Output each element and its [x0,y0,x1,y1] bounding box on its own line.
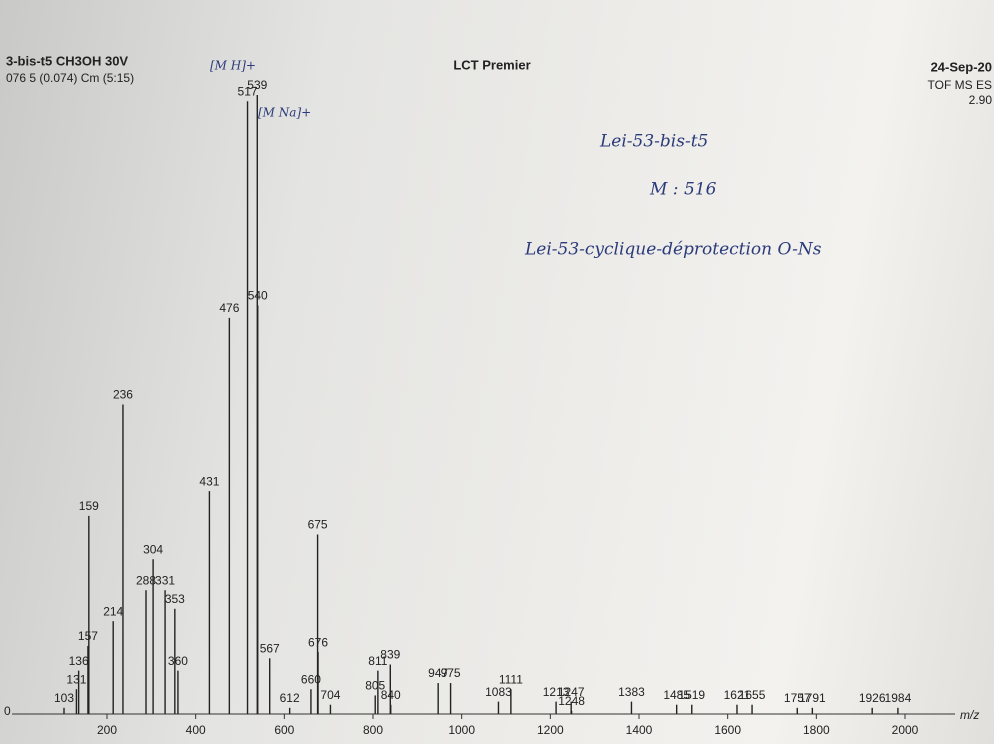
peak-label: 539 [247,78,267,92]
peak-label: 811 [368,654,387,668]
note-description: Lei-53-cyclique-déprotection O-Ns [524,240,822,260]
peak-label: 805 [365,679,385,693]
peak-label: 1791 [799,691,826,705]
peak-label: 1383 [618,685,645,699]
annotation-mh: [M H]+ [210,59,256,73]
peak-label: 675 [308,518,328,532]
peak-label: 975 [441,666,461,680]
peak-label: 131 [66,672,86,686]
peak-label: 1519 [678,688,705,702]
peak-label: 1111 [499,672,523,686]
note-sample: Lei-53-bis-t5 [599,132,708,152]
peak-label: 839 [380,648,400,662]
peak-label: 360 [168,654,188,668]
x-tick-label: 1400 [626,723,653,737]
x-tick-label: 1000 [448,723,475,737]
note-mass: M : 516 [649,180,717,200]
date: 24-Sep-20 [931,59,992,74]
peak-label: 1655 [739,688,766,702]
x-axis-label: m/z [960,708,979,722]
x-tick-label: 2000 [892,723,919,737]
x-tick-label: 400 [186,723,206,737]
instrument: LCT Premier [453,57,530,72]
peak-label: 236 [113,388,133,402]
y-tick-label: 0 [4,704,11,718]
annotation-mna: [M Na]+ [258,106,311,120]
x-tick-label: 1200 [537,723,564,737]
peak-label: 660 [301,672,321,686]
scan-info: 076 5 (0.074) Cm (5:15) [6,71,134,85]
peak-label: 331 [155,573,175,587]
peak-label: 304 [143,542,163,556]
peak-label: 676 [308,635,328,649]
peak-label: 840 [381,688,401,702]
peak-label: 517 [238,84,258,98]
peak-label: 1757 [784,691,811,705]
peak-label: 431 [199,474,219,488]
peak-label: 136 [69,654,89,668]
peak-label: 567 [260,641,280,655]
x-tick-label: 800 [363,723,383,737]
peak-label: 1248 [558,694,585,708]
x-tick-label: 200 [97,723,117,737]
peak-label: 704 [320,688,340,702]
x-tick-label: 1800 [803,723,830,737]
peak-label: 159 [79,499,99,513]
intensity-note: 2.90 [969,93,993,107]
peak-label: 353 [165,592,185,606]
peak-label: 1485 [663,688,690,702]
peak-label: 540 [248,289,268,303]
peak-label: 1247 [558,685,585,699]
peak-label: 476 [219,301,239,315]
peak-label: 1083 [485,685,512,699]
peak-label: 1926 [859,691,886,705]
peak-label: 1621 [724,688,751,702]
peak-label: 214 [103,604,123,618]
peak-label: 103 [54,691,74,705]
peak-label: 288 [136,573,156,587]
peak-label: 1984 [885,691,912,705]
x-tick-label: 600 [274,723,294,737]
peak-label: 157 [78,629,98,643]
peak-label: 612 [280,691,300,705]
peak-label: 1213 [543,685,570,699]
mode: TOF MS ES [928,78,992,92]
peak-label: 947 [428,666,448,680]
x-tick-label: 1600 [714,723,741,737]
sample-title: 3-bis-t5 CH3OH 30V [6,53,128,68]
